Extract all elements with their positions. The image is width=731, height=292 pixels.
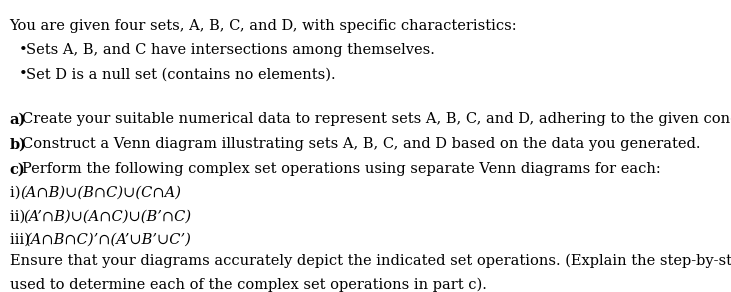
Text: Set D is a null set (contains no elements).: Set D is a null set (contains no element… [26,67,336,81]
Text: iii): iii) [10,233,34,247]
Text: b): b) [10,137,26,151]
Text: (A∩B∩C)’∩(A’∪B’∪C’): (A∩B∩C)’∩(A’∪B’∪C’) [25,233,191,247]
Text: •: • [18,43,27,57]
Text: Perform the following complex set operations using separate Venn diagrams for ea: Perform the following complex set operat… [22,162,661,176]
Text: i): i) [10,186,25,200]
Text: (A∩B)∪(B∩C)∪(C∩A): (A∩B)∪(B∩C)∪(C∩A) [20,186,181,200]
Text: ii): ii) [10,209,29,223]
Text: (A’∩B)∪(A∩C)∪(B’∩C): (A’∩B)∪(A∩C)∪(B’∩C) [23,209,192,223]
Text: You are given four sets, A, B, C, and D, with specific characteristics:: You are given four sets, A, B, C, and D,… [10,19,517,33]
Text: Sets A, B, and C have intersections among themselves.: Sets A, B, and C have intersections amon… [26,43,435,57]
Text: •: • [18,67,27,81]
Text: a): a) [10,112,26,126]
Text: Create your suitable numerical data to represent sets A, B, C, and D, adhering t: Create your suitable numerical data to r… [22,112,731,126]
Text: c): c) [10,162,26,176]
Text: used to determine each of the complex set operations in part c).: used to determine each of the complex se… [10,277,486,292]
Text: Construct a Venn diagram illustrating sets A, B, C, and D based on the data you : Construct a Venn diagram illustrating se… [22,137,700,151]
Text: Ensure that your diagrams accurately depict the indicated set operations. (Expla: Ensure that your diagrams accurately dep… [10,254,731,268]
